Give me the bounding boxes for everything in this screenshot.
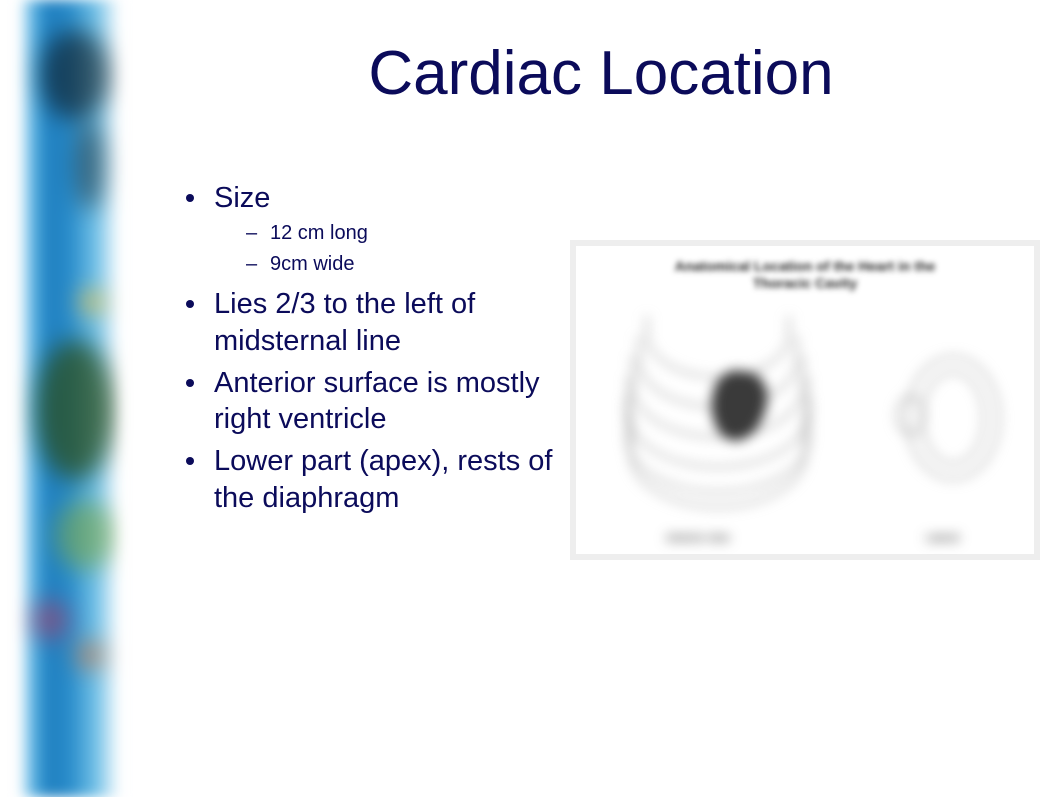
bullet-text: Anterior surface is mostly right ventric…: [214, 367, 540, 435]
figure-title-line1: Anatomical Location of the Heart in the: [675, 258, 936, 274]
bullet-text: Lower part (apex), rests of the diaphrag…: [214, 445, 552, 513]
decoration-blob: [55, 500, 115, 570]
bullet-level1: Anterior surface is mostly right ventric…: [180, 365, 570, 438]
heart-lateral-icon: [896, 346, 1006, 496]
figure-title-line2: Thoracic Cavity: [753, 275, 857, 291]
slide: Cardiac Location Size12 cm long 9cm wide L…: [0, 0, 1062, 797]
bullet-text: 12 cm long: [270, 222, 368, 244]
side-decoration-strip: [20, 0, 120, 797]
decoration-blob: [30, 600, 70, 640]
figure-anatomical-diagram: Anatomical Location of the Heart in the …: [570, 240, 1040, 560]
bullet-list: Size12 cm long 9cm wide Lies 2/3 to the le…: [180, 180, 570, 516]
slide-body: Size12 cm long 9cm wide Lies 2/3 to the le…: [180, 180, 570, 522]
ribcage-anterior-icon: [616, 316, 816, 516]
decoration-blob: [80, 290, 104, 314]
slide-title: Cardiac Location: [180, 40, 1022, 108]
decoration-blob: [40, 30, 110, 120]
bullet-level1: Lower part (apex), rests of the diaphrag…: [180, 443, 570, 516]
bullet-text: Size: [214, 182, 270, 214]
bullet-text: Lies 2/3 to the left of midsternal line: [214, 288, 475, 356]
decoration-blob: [75, 640, 105, 670]
decoration-blob: [75, 120, 105, 210]
bullet-level1: Lies 2/3 to the left of midsternal line: [180, 286, 570, 359]
bullet-level2: 12 cm long: [214, 220, 570, 247]
figure-title: Anatomical Location of the Heart in the …: [576, 258, 1034, 292]
bullet-level1: Size12 cm long 9cm wide: [180, 180, 570, 278]
bullet-level2: 9cm wide: [214, 251, 570, 278]
figure-label-right: Lateral: [926, 533, 959, 544]
bullet-text: 9cm wide: [270, 253, 354, 275]
decoration-blob: [35, 340, 115, 480]
sub-bullet-list: 12 cm long 9cm wide: [214, 220, 570, 278]
figure-label-left: Anterior view: [666, 533, 729, 544]
figure-body: Anterior view Lateral: [576, 306, 1034, 554]
